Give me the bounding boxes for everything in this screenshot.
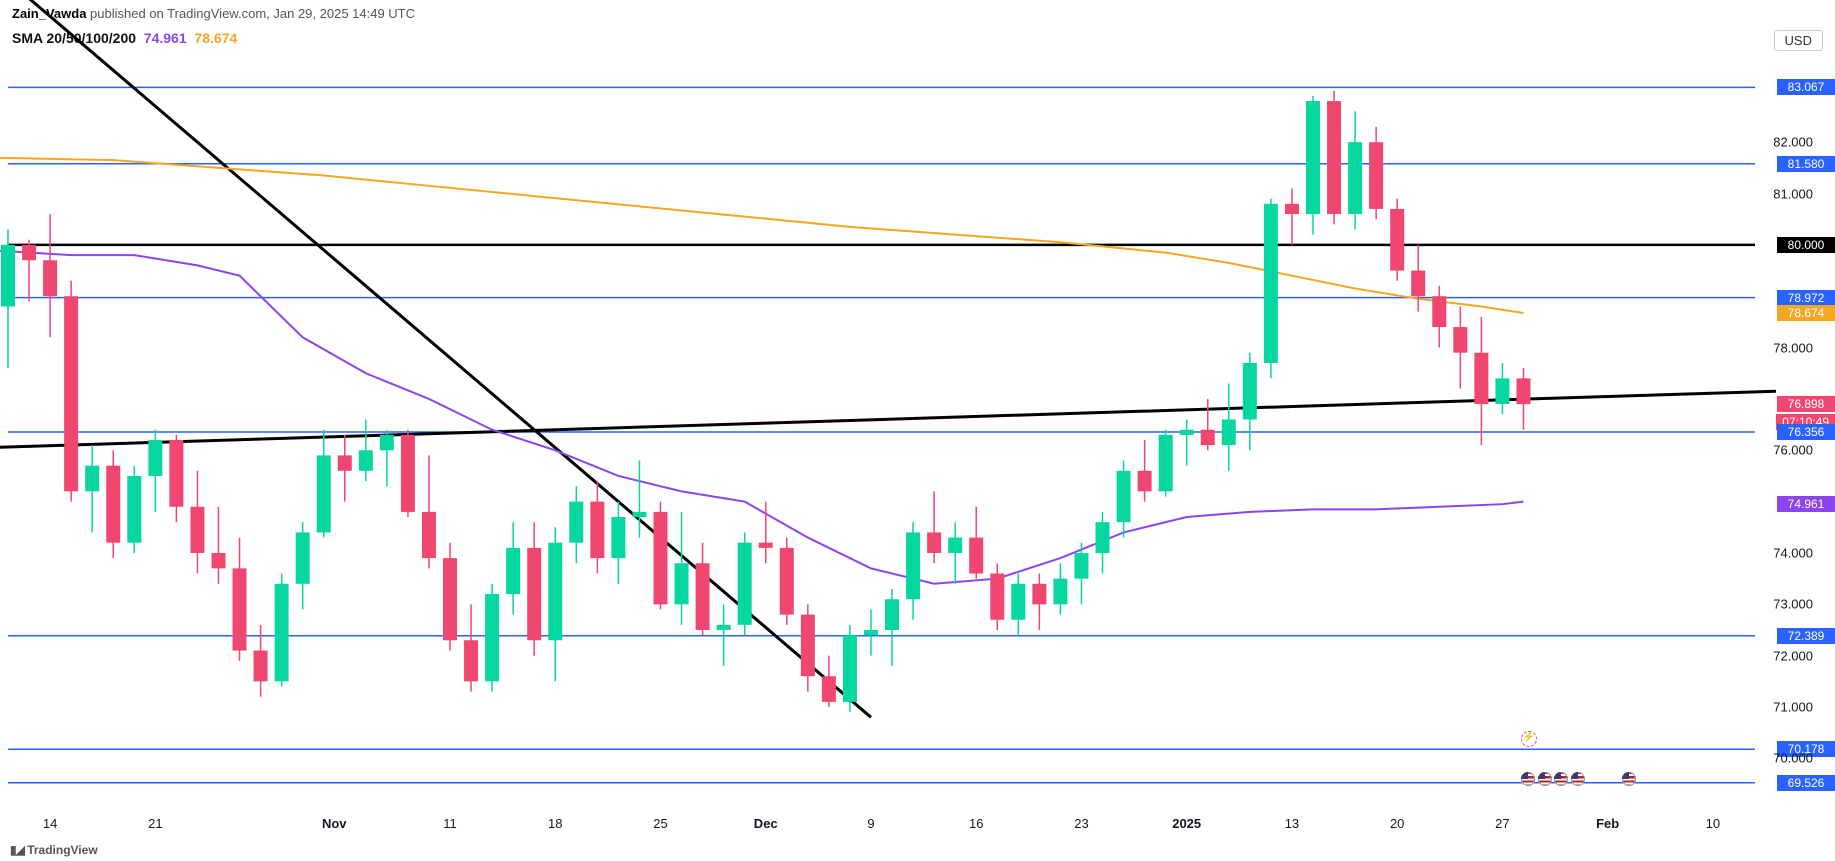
price-tag: 80.000	[1777, 237, 1835, 253]
y-tick: 72.000	[1773, 648, 1813, 663]
chart-svg	[0, 0, 1835, 861]
price-tag: 78.972	[1777, 290, 1835, 306]
x-tick: 21	[148, 816, 162, 831]
price-tag: 81.580	[1777, 156, 1835, 172]
price-tag: 83.067	[1777, 79, 1835, 95]
price-tag: 78.674	[1777, 305, 1835, 321]
x-tick: 16	[969, 816, 983, 831]
y-tick: 74.000	[1773, 545, 1813, 560]
x-tick: 27	[1495, 816, 1509, 831]
price-tag: 76.898	[1777, 396, 1835, 412]
y-tick: 82.000	[1773, 135, 1813, 150]
price-tag: 76.356	[1777, 424, 1835, 440]
price-tag: 74.961	[1777, 496, 1835, 512]
event-flag-icon[interactable]	[1521, 772, 1535, 786]
y-tick: 71.000	[1773, 700, 1813, 715]
x-tick: 20	[1390, 816, 1404, 831]
event-bolt-icon[interactable]: ⚡	[1521, 731, 1537, 747]
chart-container: Zain_Vawda published on TradingView.com,…	[0, 0, 1835, 861]
x-tick: 23	[1074, 816, 1088, 831]
y-tick: 70.000	[1773, 751, 1813, 766]
event-flag-icon[interactable]	[1622, 772, 1636, 786]
x-tick: Dec	[754, 816, 778, 831]
x-tick: 13	[1285, 816, 1299, 831]
x-tick: 10	[1706, 816, 1720, 831]
y-tick: 78.000	[1773, 340, 1813, 355]
x-tick: 25	[653, 816, 667, 831]
watermark-text: TradingView	[27, 843, 97, 857]
price-tag: 72.389	[1777, 628, 1835, 644]
x-tick: Nov	[322, 816, 347, 831]
tradingview-watermark: ▮◢ TradingView	[10, 843, 98, 857]
x-tick: 11	[443, 816, 457, 831]
x-tick: 14	[43, 816, 57, 831]
y-tick: 76.000	[1773, 443, 1813, 458]
y-tick: 81.000	[1773, 186, 1813, 201]
x-tick: Feb	[1596, 816, 1619, 831]
y-tick: 73.000	[1773, 597, 1813, 612]
x-tick: 9	[867, 816, 874, 831]
event-flag-icon[interactable]	[1538, 772, 1552, 786]
price-tag: 69.526	[1777, 775, 1835, 791]
x-tick: 2025	[1172, 816, 1201, 831]
event-flag-icon[interactable]	[1571, 772, 1585, 786]
x-tick: 18	[548, 816, 562, 831]
